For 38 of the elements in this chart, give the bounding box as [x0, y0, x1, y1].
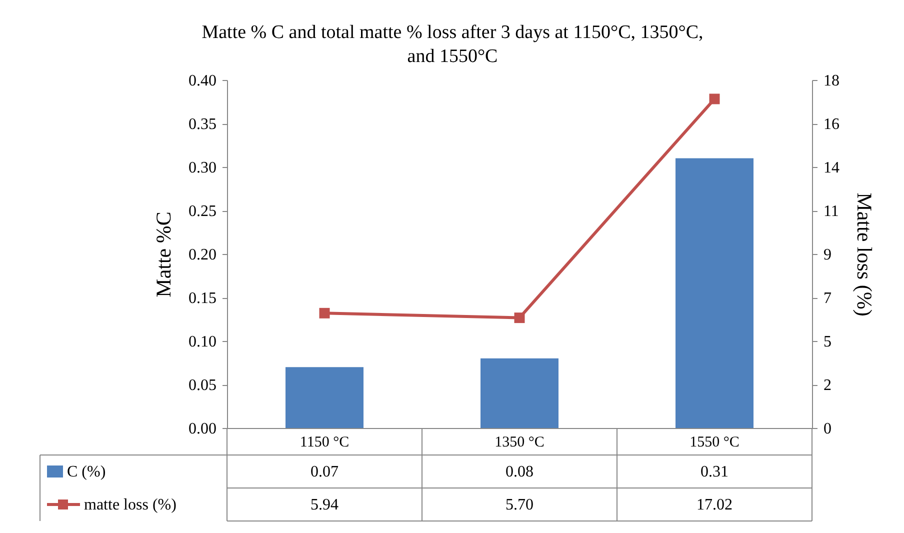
y-tick-label: 0.00	[188, 420, 216, 438]
legend-label: C (%)	[67, 464, 106, 480]
y2-tick-label: 0	[824, 420, 832, 438]
y2-tick-label: 5	[824, 334, 832, 350]
point	[514, 312, 525, 324]
y2-tick-label: 7	[824, 290, 832, 307]
y-tick-label: 0.30	[188, 160, 216, 176]
y2-tick-label: 16	[824, 116, 840, 133]
bar	[480, 358, 558, 428]
y-tick-label: 0.15	[188, 290, 216, 307]
data-label: 5.70	[506, 496, 534, 514]
data-label: 17.02	[696, 496, 732, 514]
data-label: 0.07	[310, 464, 338, 480]
point	[319, 308, 330, 318]
point	[709, 94, 720, 104]
y2-tick-label: 11	[824, 203, 839, 220]
bar	[286, 367, 364, 428]
y-tick-label: 0.10	[188, 334, 216, 350]
y2-tick-label: 2	[824, 377, 832, 394]
y2-tick-label: 14	[824, 160, 840, 176]
chart-title: Matte % C and total matte % loss after 3 days at 1150°C, 1350°C, and 1550°C	[202, 22, 704, 67]
legend-label: matte loss (%)	[84, 496, 176, 514]
bar	[676, 158, 754, 428]
y2-tick-label: 18	[824, 72, 840, 90]
y-tick-label: 0.20	[188, 246, 216, 264]
y-tick-label: 0.35	[188, 116, 216, 133]
data-label: 0.08	[506, 464, 534, 480]
data-label: 5.94	[310, 496, 338, 514]
y2-tick-label: 9	[824, 246, 832, 264]
y-tick-label: 0.25	[188, 203, 216, 220]
y-tick-label: 0.05	[188, 377, 216, 394]
x-tick-label: 1550 °C	[690, 434, 740, 450]
x-tick-label: 1150 °C	[300, 434, 350, 450]
x-tick-label: 1350 °C	[494, 434, 544, 450]
y2-axis-title: Matte loss (%)	[852, 192, 876, 316]
y-tick-label: 0.40	[188, 72, 216, 90]
y-axis-title: Matte %C	[152, 212, 176, 298]
data-label: 0.31	[700, 464, 728, 480]
